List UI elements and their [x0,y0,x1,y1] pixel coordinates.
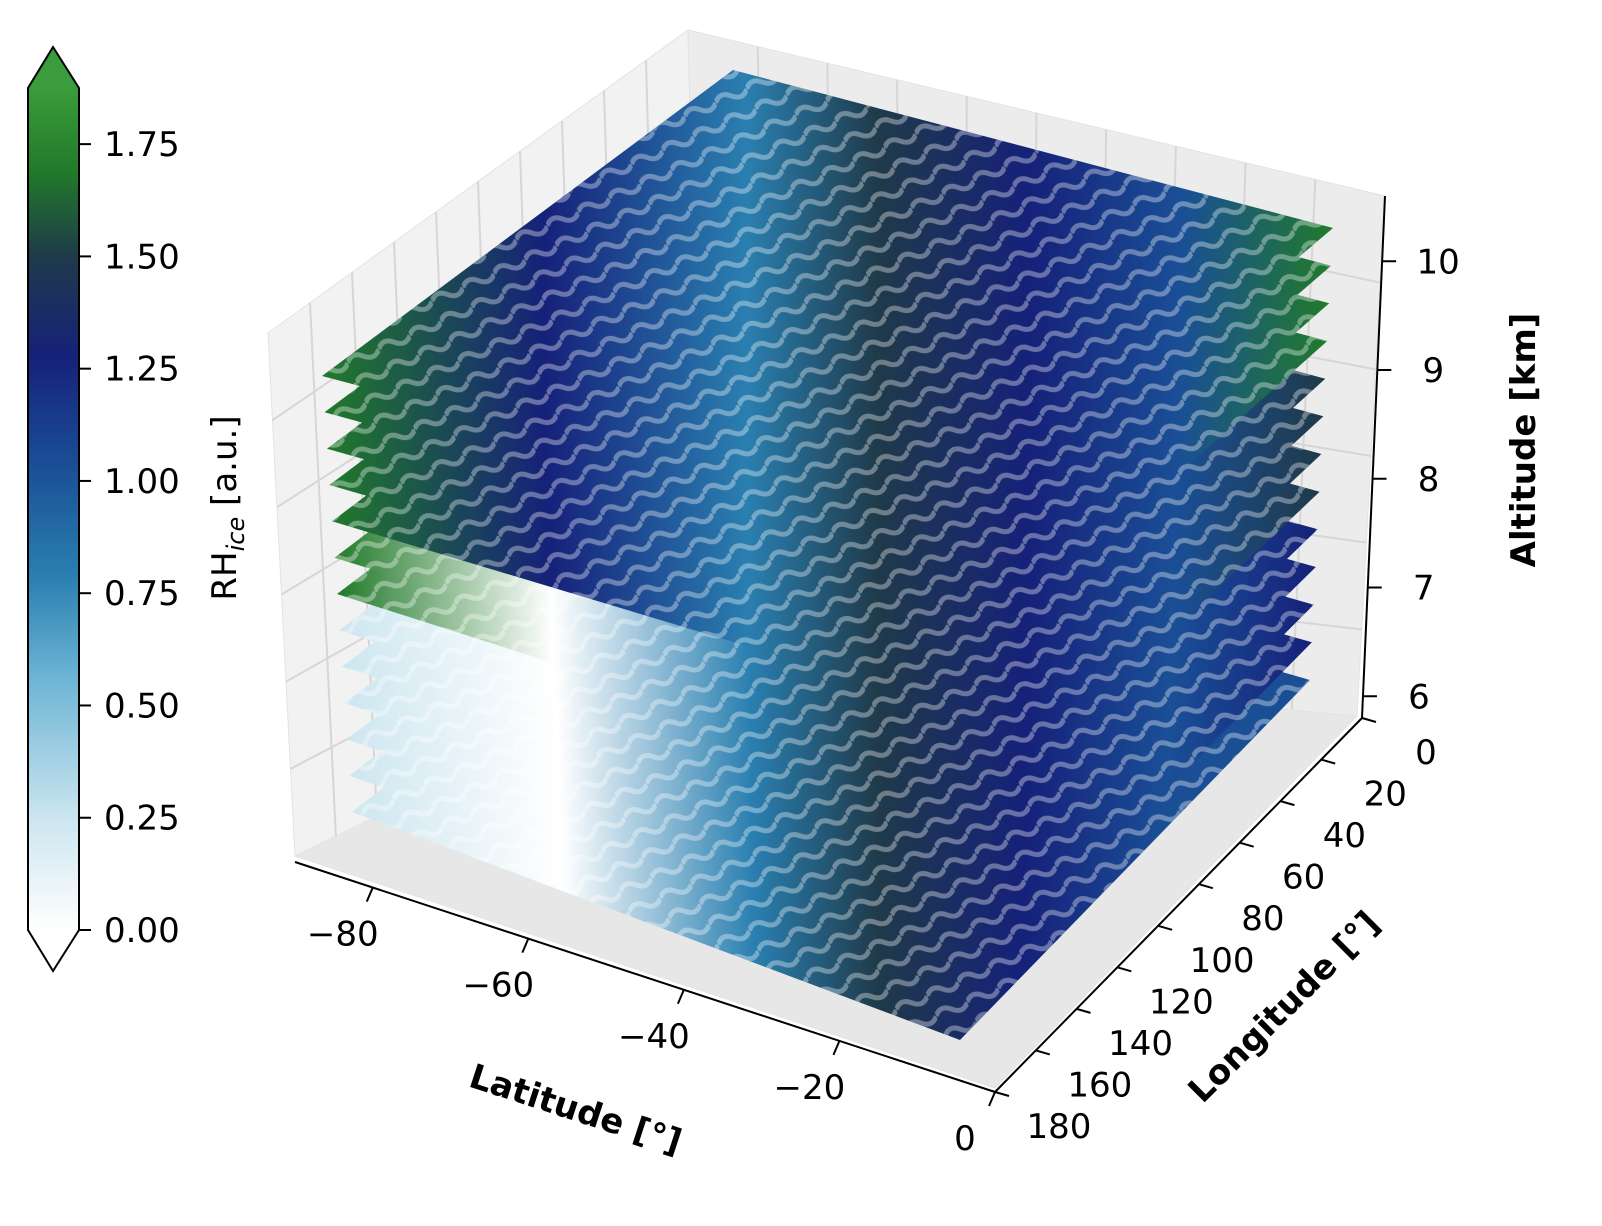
y-tick [1320,758,1336,765]
colorbar-tick-label: 1.75 [104,125,180,165]
y-tick [1076,1007,1091,1014]
x-tick [365,887,374,902]
z-tick-label: 7 [1413,569,1435,609]
y-tick-label: 0 [1415,733,1437,773]
y-tick-label: 20 [1364,775,1407,815]
z-axis-line [1361,195,1386,719]
x-ticks: −80 −60 −40 −20 0 [307,887,996,1159]
x-tick-label: −40 [618,1017,690,1057]
colorbar-tick-label: 1.50 [104,237,180,277]
y-tick-label: 40 [1323,816,1366,856]
y-tick [1361,717,1377,723]
colorbar: 0.00 0.25 0.50 0.75 1.00 1.25 1.50 1.75 RHice [… [27,45,250,973]
y-tick [1035,1049,1051,1056]
data-slices [322,70,1333,1040]
y-tick-label: 180 [1027,1107,1092,1147]
y-tick-label: 100 [1190,941,1255,981]
y-tick [1280,800,1295,807]
x-tick [832,1040,841,1056]
x-tick-label: 0 [954,1119,976,1159]
x-axis-label: Latitude [°] [464,1056,686,1162]
colorbar-tick-label: 1.00 [104,462,180,502]
z-ticks: 6 7 8 9 10 [1362,242,1460,717]
axes [294,195,1386,1093]
y-tick-label: 60 [1282,858,1325,898]
x-axis-line [294,861,996,1093]
z-tick-label: 8 [1418,460,1440,500]
colorbar-body [28,88,79,930]
y-tick [1117,966,1132,973]
x-tick-label: −80 [307,915,379,955]
z-tick-label: 9 [1423,351,1445,391]
colorbar-tick-label: 0.00 [104,911,180,951]
y-axis-line [994,717,1363,1093]
y-tick-label: 80 [1241,899,1284,939]
colorbar-label-main: RH [205,551,245,600]
z-tick-label: 6 [1408,677,1430,717]
x-tick-label: −20 [774,1068,846,1108]
y-tick-label: 120 [1149,982,1214,1022]
z-tick-label: 10 [1416,242,1459,282]
x-tick [988,1091,996,1107]
colorbar-label-sub: ice [222,517,250,552]
y-tick [1239,841,1254,848]
colorbar-label-unit: [a.u.] [205,415,245,516]
colorbar-tick-label: 0.50 [104,686,180,726]
y-tick-label: 160 [1067,1065,1132,1105]
y-tick [1157,924,1173,931]
colorbar-tick-label: 1.25 [104,350,180,390]
x-tick [521,938,530,954]
z-axis-label: Altitude [km] [1504,313,1544,568]
colorbar-ticks: 0.00 0.25 0.50 0.75 1.00 1.25 1.50 1.75 [79,125,180,951]
colorbar-tick-label: 0.75 [104,574,180,614]
colorbar-extend-max [28,47,79,88]
y-tick [1198,883,1214,890]
colorbar-tick-label: 0.25 [104,799,180,839]
altitude-slice-texture [322,70,1333,545]
y-tick [994,1091,1010,1097]
y-tick-label: 140 [1108,1024,1173,1064]
x-tick-label: −60 [462,966,534,1006]
x-tick [676,989,685,1005]
colorbar-label: RHice [a.u.] [205,415,250,600]
colorbar-extend-min [28,930,79,971]
